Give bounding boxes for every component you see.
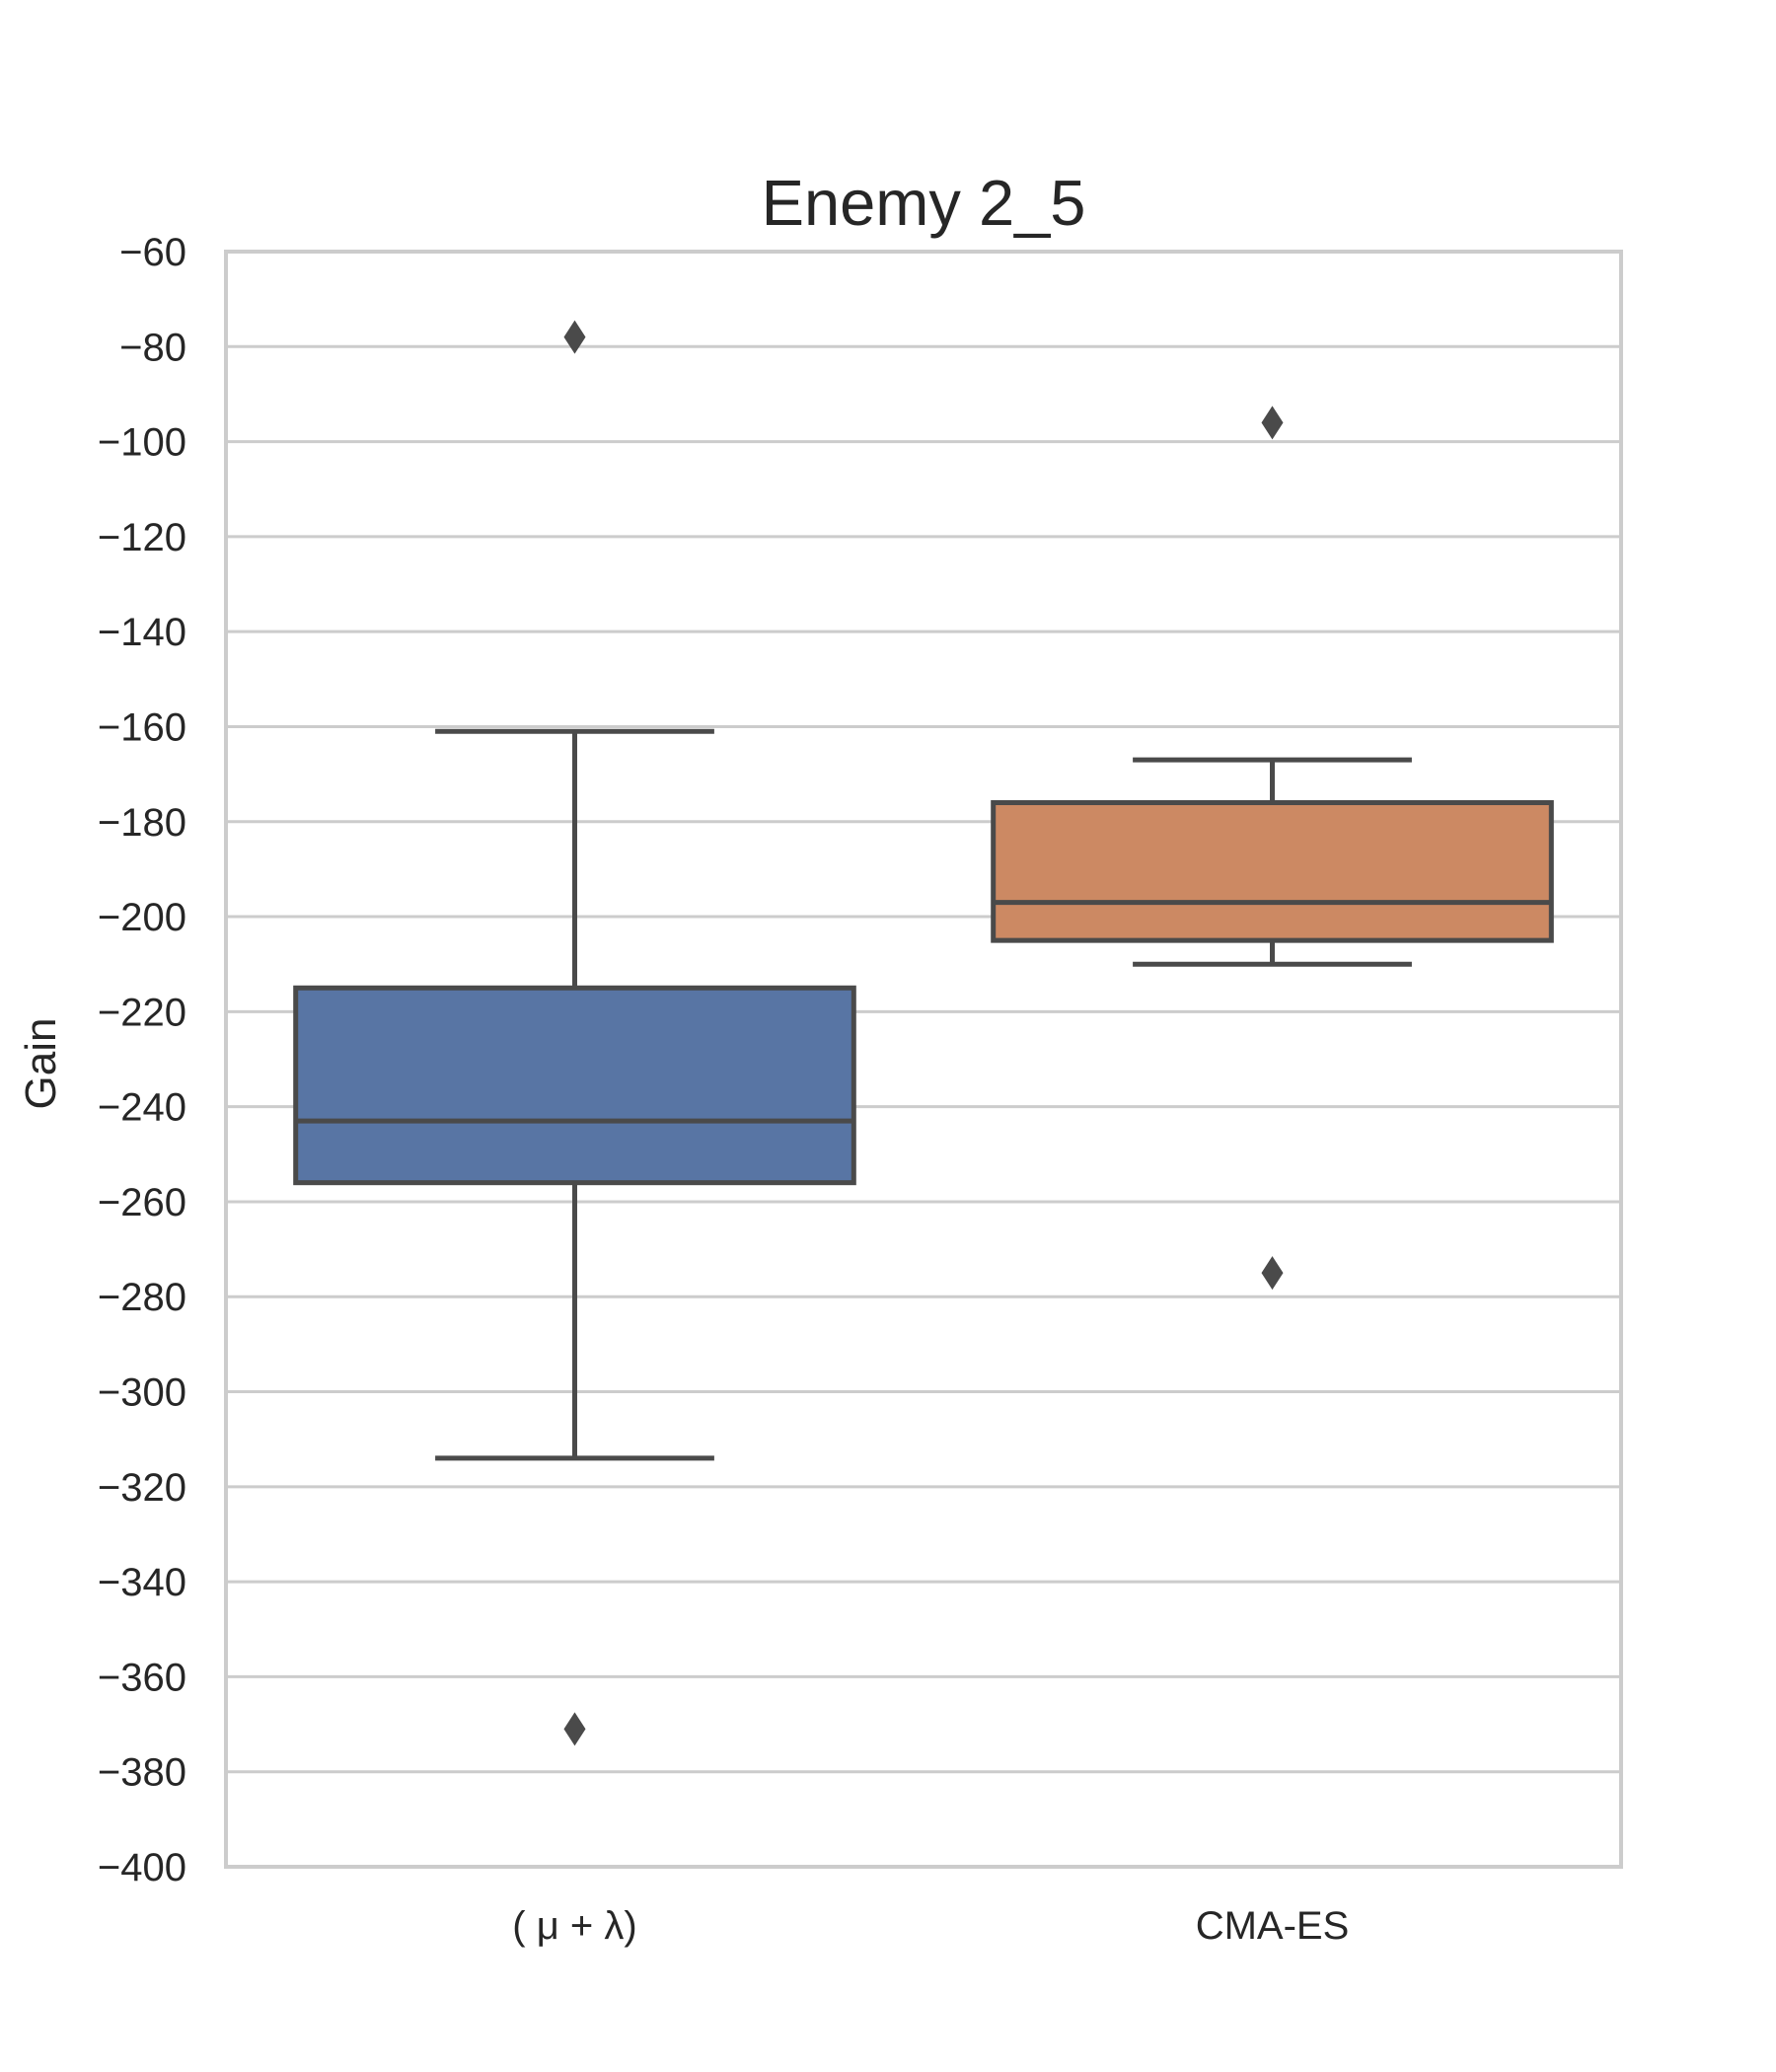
y-tick-labels: −60 −80 −100 −120 −140 −160 −180 −200 −220 −240 −2… xyxy=(98,231,186,1889)
y-tick-label: −300 xyxy=(98,1371,186,1415)
y-tick-label: −60 xyxy=(119,231,186,274)
y-tick-label: −280 xyxy=(98,1276,186,1319)
box xyxy=(293,985,856,1186)
y-tick-label: −320 xyxy=(98,1466,186,1510)
box-group xyxy=(991,406,1554,1291)
y-tick-label: −220 xyxy=(98,991,186,1034)
y-tick-label: −160 xyxy=(98,705,186,749)
y-tick-label: −80 xyxy=(119,326,186,369)
y-tick-label: −100 xyxy=(98,421,186,465)
y-tick-label: −200 xyxy=(98,896,186,939)
outlier-point xyxy=(1261,1256,1284,1291)
x-tick-labels: ( μ + λ) CMA-ES xyxy=(512,1904,1349,1948)
x-tick-label: CMA-ES xyxy=(1196,1904,1350,1948)
outlier-point xyxy=(1261,406,1284,440)
y-tick-label: −400 xyxy=(98,1846,186,1889)
chart-title: Enemy 2_5 xyxy=(762,167,1086,239)
outlier-point xyxy=(563,320,586,354)
plot-frame xyxy=(224,250,1623,1869)
y-tick-label: −380 xyxy=(98,1751,186,1795)
y-tick-label: −240 xyxy=(98,1086,186,1130)
y-tick-label: −360 xyxy=(98,1656,186,1699)
y-tick-label: −140 xyxy=(98,611,186,654)
y-tick-label: −340 xyxy=(98,1561,186,1604)
y-axis-label: Gain xyxy=(17,1018,65,1110)
x-tick-label: ( μ + λ) xyxy=(512,1904,636,1948)
y-tick-label: −120 xyxy=(98,516,186,559)
y-tick-label: −180 xyxy=(98,801,186,845)
boxes xyxy=(293,320,1554,1746)
box-group xyxy=(293,320,856,1746)
y-tick-label: −260 xyxy=(98,1181,186,1224)
box xyxy=(991,800,1554,943)
outlier-point xyxy=(563,1712,586,1746)
